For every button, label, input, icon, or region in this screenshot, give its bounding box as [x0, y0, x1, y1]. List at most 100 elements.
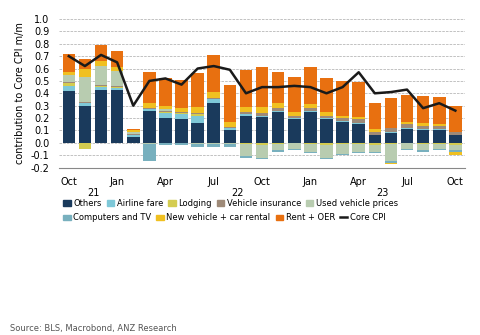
Bar [288, 119, 300, 143]
Bar [240, 144, 252, 156]
Bar [449, 150, 462, 151]
Bar [433, 144, 445, 149]
Bar [336, 81, 349, 116]
Bar [401, 94, 413, 122]
Bar [384, 133, 397, 143]
Bar [143, 110, 156, 111]
Bar [240, 114, 252, 116]
Bar [401, 149, 413, 150]
Bar [224, 128, 236, 130]
Bar [256, 158, 268, 159]
Bar [304, 143, 317, 144]
Bar [159, 112, 172, 113]
Bar [304, 108, 317, 111]
Bar [143, 144, 156, 161]
Bar [192, 116, 204, 123]
Bar [62, 86, 75, 91]
Bar [240, 107, 252, 112]
Bar [256, 116, 268, 117]
Bar [79, 103, 91, 106]
Bar [95, 66, 108, 85]
Bar [159, 143, 172, 145]
Bar [401, 129, 413, 143]
Bar [352, 119, 365, 123]
Bar [417, 123, 430, 126]
Bar [207, 55, 220, 92]
Bar [384, 128, 397, 132]
Bar [304, 67, 317, 105]
Bar [369, 145, 381, 151]
Bar [192, 113, 204, 114]
Bar [192, 143, 204, 144]
Bar [111, 87, 123, 88]
Text: 23: 23 [377, 188, 389, 198]
Bar [240, 70, 252, 107]
Bar [79, 69, 91, 77]
Bar [272, 144, 285, 150]
Bar [159, 106, 172, 110]
Bar [384, 161, 397, 163]
Bar [417, 130, 430, 143]
Bar [256, 113, 268, 116]
Bar [224, 127, 236, 128]
Bar [384, 163, 397, 164]
Bar [417, 96, 430, 123]
Bar [336, 154, 349, 155]
Bar [384, 98, 397, 128]
Text: Source: BLS, Macrobond, ANZ Research: Source: BLS, Macrobond, ANZ Research [10, 324, 176, 333]
Bar [207, 143, 220, 144]
Bar [143, 143, 156, 144]
Bar [95, 61, 108, 66]
Bar [336, 121, 349, 122]
Bar [449, 135, 462, 143]
Bar [207, 92, 220, 98]
Bar [304, 111, 317, 112]
Bar [143, 111, 156, 143]
Bar [449, 145, 462, 150]
Bar [192, 144, 204, 146]
Bar [272, 112, 285, 143]
Bar [336, 116, 349, 118]
Bar [79, 106, 91, 143]
Bar [143, 72, 156, 103]
Bar [127, 132, 140, 134]
Bar [449, 143, 462, 145]
Bar [433, 129, 445, 130]
Bar [207, 98, 220, 99]
Bar [240, 116, 252, 143]
Bar [256, 145, 268, 158]
Bar [175, 112, 188, 113]
Bar [401, 124, 413, 128]
Bar [288, 116, 300, 118]
Bar [192, 123, 204, 143]
Bar [207, 144, 220, 146]
Bar [336, 122, 349, 143]
Bar [175, 108, 188, 112]
Bar [288, 118, 300, 119]
Bar [401, 128, 413, 129]
Bar [272, 143, 285, 144]
Bar [304, 144, 317, 151]
Bar [433, 143, 445, 144]
Bar [127, 130, 140, 132]
Bar [159, 111, 172, 112]
Bar [449, 151, 462, 155]
Bar [175, 119, 188, 143]
Bar [288, 149, 300, 150]
Bar [111, 51, 123, 67]
Bar [192, 107, 204, 113]
Bar [352, 124, 365, 143]
Bar [433, 130, 445, 143]
Bar [352, 151, 365, 153]
Bar [127, 129, 140, 130]
Bar [384, 132, 397, 133]
Bar [79, 59, 91, 69]
Bar [369, 143, 381, 145]
Bar [304, 105, 317, 108]
Bar [192, 73, 204, 107]
Bar [95, 86, 108, 87]
Bar [369, 129, 381, 132]
Bar [224, 85, 236, 122]
Bar [433, 149, 445, 150]
Bar [272, 72, 285, 103]
